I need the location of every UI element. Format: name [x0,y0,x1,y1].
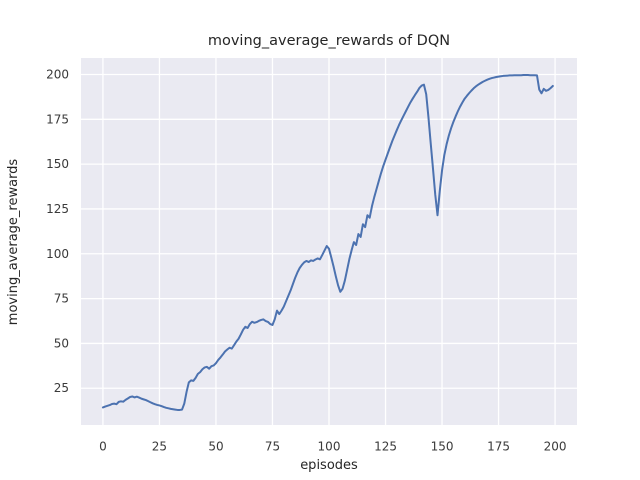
x-tick-labels: 0 25 50 75 100 125 150 175 200 [99,440,566,454]
x-tick-label: 25 [152,440,167,454]
x-axis-label: episodes [300,458,358,473]
x-tick-label: 50 [208,440,223,454]
y-tick-label: 100 [46,247,69,261]
y-tick-label: 50 [54,336,69,350]
y-tick-label: 75 [54,292,69,306]
y-axis-label: moving_average_rewards [6,159,21,326]
y-tick-label: 150 [46,157,69,171]
x-tick-label: 100 [318,440,341,454]
y-tick-label: 25 [54,381,69,395]
reward-line [101,74,554,411]
y-tick-label: 125 [46,202,69,216]
gridlines [81,58,577,425]
x-tick-label: 0 [99,440,107,454]
y-tick-label: 175 [46,112,69,126]
x-tick-label: 75 [265,440,280,454]
x-tick-label: 125 [374,440,397,454]
y-tick-label: 200 [46,67,69,81]
x-tick-label: 150 [431,440,454,454]
y-tick-labels: 25 50 75 100 125 150 175 200 [46,67,69,395]
x-tick-label: 175 [487,440,510,454]
chart-title: moving_average_rewards of DQN [208,33,450,49]
x-tick-label: 200 [544,440,567,454]
